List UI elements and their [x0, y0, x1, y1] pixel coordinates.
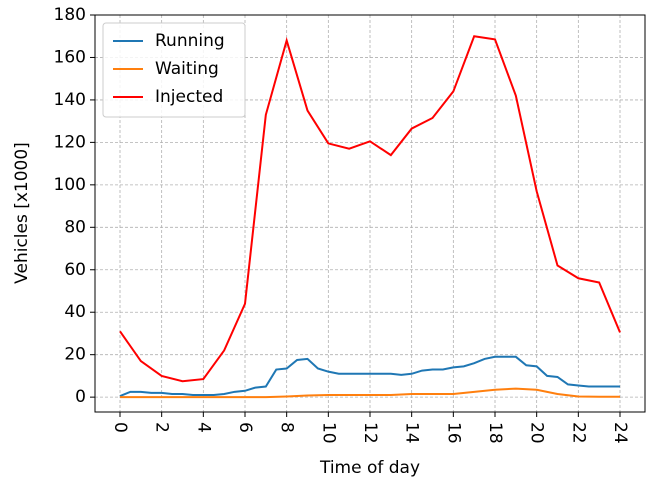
x-tick-label: 20 [527, 422, 547, 444]
x-tick-label: 18 [485, 422, 505, 444]
y-tick-label: 140 [54, 90, 86, 110]
x-tick-label: 22 [568, 422, 588, 444]
x-tick-label: 4 [193, 422, 213, 433]
y-tick-label: 80 [64, 217, 86, 237]
line-series [119, 35, 621, 383]
y-tick-label: 0 [75, 387, 86, 407]
y-tick-label: 60 [64, 260, 86, 280]
legend-label: Injected [155, 87, 223, 107]
x-tick-label: 24 [610, 422, 630, 444]
y-tick-label: 20 [64, 345, 86, 365]
x-tick-label: 6 [235, 422, 255, 433]
x-tick-label: 14 [402, 422, 422, 444]
x-tick-label: 0 [110, 422, 130, 433]
legend-label: Waiting [155, 59, 219, 79]
x-tick-label: 10 [318, 422, 338, 444]
line-series [120, 387, 620, 399]
y-tick-label: 40 [64, 302, 86, 322]
y-axis-label: Vehicles [x1000] [12, 142, 32, 284]
legend-label: Running [155, 31, 225, 51]
y-tick-label: 180 [54, 5, 86, 25]
x-tick-label: 2 [152, 422, 172, 433]
y-tick-label: 100 [54, 175, 86, 195]
legend-box [102, 22, 246, 118]
x-tick-label: 12 [360, 422, 380, 444]
y-tick-label: 160 [54, 47, 86, 67]
line-series [119, 355, 620, 398]
plot-frame [94, 14, 646, 413]
x-tick-label: 16 [443, 422, 463, 444]
x-axis-label: Time of day [319, 458, 420, 478]
x-tick-label: 8 [277, 422, 297, 433]
y-tick-label: 120 [54, 132, 86, 152]
